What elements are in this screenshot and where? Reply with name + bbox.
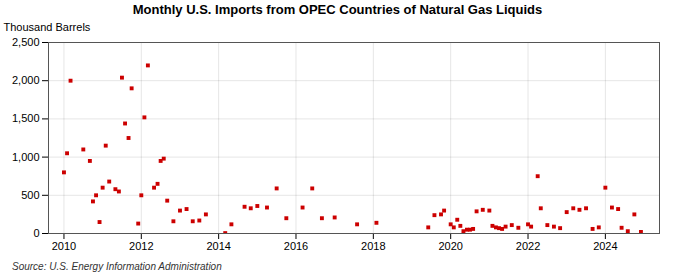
svg-text:Thousand Barrels: Thousand Barrels bbox=[4, 21, 91, 33]
svg-text:2018: 2018 bbox=[361, 240, 385, 252]
svg-text:2022: 2022 bbox=[516, 240, 540, 252]
svg-text:2010: 2010 bbox=[52, 240, 76, 252]
svg-text:500: 500 bbox=[21, 189, 39, 201]
svg-text:2014: 2014 bbox=[206, 240, 230, 252]
svg-text:2016: 2016 bbox=[284, 240, 308, 252]
html-text:Monthly U.S. Imports from OPEC: Monthly U.S. Imports from OPEC Countries… bbox=[132, 2, 543, 17]
html-text:Source: U.S. Energy Informatio: Source: U.S. Energy Information Administ… bbox=[12, 261, 222, 272]
svg-text:2,000: 2,000 bbox=[12, 74, 40, 86]
svg-text:0: 0 bbox=[33, 227, 39, 239]
svg-text:2024: 2024 bbox=[593, 240, 617, 252]
svg-text:1,000: 1,000 bbox=[12, 151, 40, 163]
svg-text:2020: 2020 bbox=[438, 240, 462, 252]
svg-text:1,500: 1,500 bbox=[12, 112, 40, 124]
svg-text:2,500: 2,500 bbox=[12, 36, 40, 48]
svg-text:2012: 2012 bbox=[129, 240, 153, 252]
